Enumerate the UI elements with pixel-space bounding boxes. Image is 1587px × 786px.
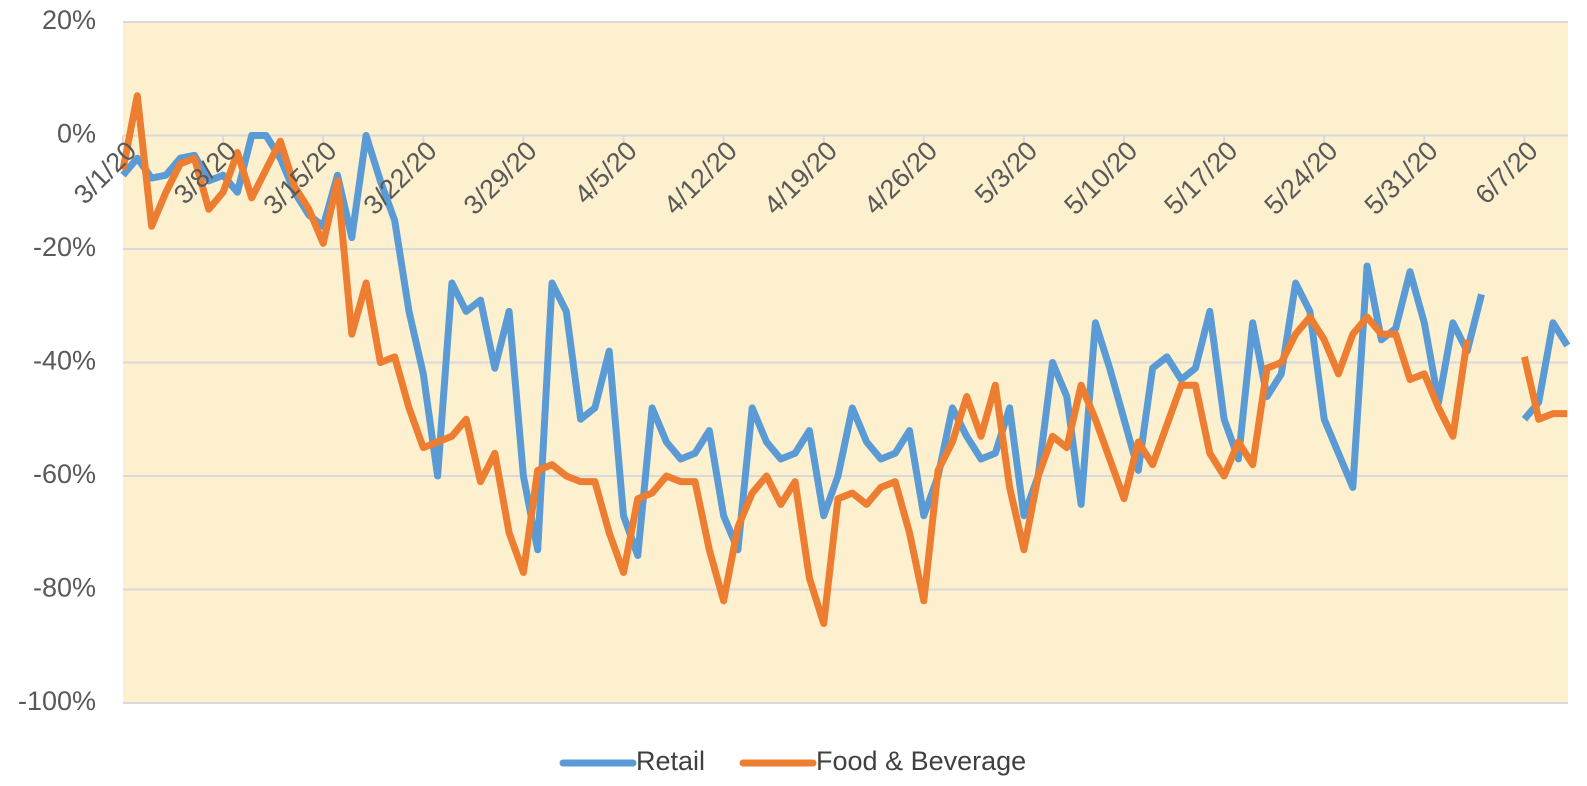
- legend: Retail Food & Beverage: [559, 746, 1026, 776]
- y-tick-label: -20%: [33, 232, 96, 262]
- series-line: [119, 92, 1568, 628]
- series-line: [120, 132, 1571, 559]
- y-tick-label: 20%: [42, 5, 96, 35]
- y-tick-label: 0%: [57, 119, 96, 149]
- legend-label: Food & Beverage: [816, 746, 1026, 776]
- y-tick-label: -60%: [33, 459, 96, 489]
- y-tick-label: -100%: [18, 686, 96, 716]
- y-tick-label: -80%: [33, 573, 96, 603]
- lines: [119, 92, 1571, 628]
- legend-label: Retail: [636, 746, 705, 776]
- y-tick-label: -40%: [33, 346, 96, 376]
